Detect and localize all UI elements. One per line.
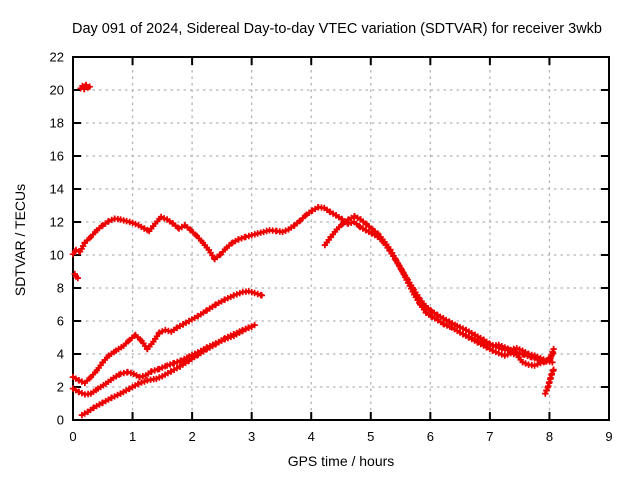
x-tick-label: 9 [605, 429, 612, 444]
x-axis-label: GPS time / hours [287, 453, 395, 469]
y-tick-label: 2 [57, 380, 64, 395]
y-tick-label: 0 [57, 413, 64, 428]
y-tick-label: 20 [50, 83, 64, 98]
chart-title: Day 091 of 2024, Sidereal Day-to-day VTE… [71, 21, 602, 37]
outlier-cluster-markers [77, 81, 93, 93]
x-tick-label: 4 [308, 429, 315, 444]
x-tick-label: 5 [367, 429, 374, 444]
x-tick-label: 3 [248, 429, 255, 444]
y-tick-label: 18 [50, 116, 64, 131]
trace-low-a-markers [69, 288, 265, 387]
trace-late-line [323, 214, 556, 368]
x-tick-label: 8 [546, 429, 553, 444]
y-tick-label: 16 [50, 149, 64, 164]
grid-lines [73, 57, 609, 420]
y-tick-label: 14 [50, 182, 64, 197]
y-tick-label: 10 [50, 248, 64, 263]
x-tick-label: 6 [427, 429, 434, 444]
isolated-rise-markers [542, 366, 557, 397]
plot-frame [72, 56, 610, 421]
trace-late-b-markers [459, 331, 556, 366]
trace-low-c-markers [78, 323, 255, 419]
left-dash-markers [71, 270, 81, 282]
x-tick-label: 0 [69, 429, 76, 444]
y-axis-label: SDTVAR / TECUs [12, 183, 28, 297]
trace-low-b-markers [69, 321, 258, 398]
y-tick-label: 4 [57, 347, 64, 362]
trace-late-markers [321, 213, 557, 369]
axis-ticks [72, 56, 610, 421]
x-tick-label: 2 [188, 429, 195, 444]
y-tick-label: 8 [57, 281, 64, 296]
y-tick-label: 6 [57, 314, 64, 329]
y-tick-label: 22 [50, 50, 64, 65]
x-tick-label: 1 [129, 429, 136, 444]
x-tick-label: 7 [486, 429, 493, 444]
y-tick-label: 12 [50, 215, 64, 230]
